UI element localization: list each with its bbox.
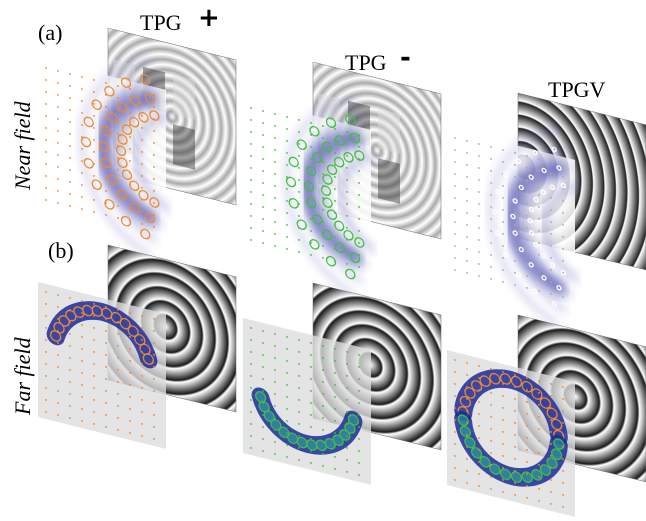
phase-block (378, 158, 400, 203)
panel-label: (a) (38, 20, 62, 45)
phase-block (173, 74, 195, 119)
panel-label: (b) (48, 238, 74, 263)
column-title: TPG (345, 50, 387, 75)
column-sign: - (400, 43, 411, 73)
column-sign: + (198, 3, 220, 33)
phase-block (173, 124, 195, 169)
phase-block (378, 108, 400, 153)
column-title: TPGV (548, 77, 606, 102)
figure: (a) (b) TPG + TPG - TPGV Near field Far … (0, 0, 646, 521)
column-title: TPG (140, 10, 182, 35)
row-label: Far field (10, 336, 35, 416)
row-label: Near field (10, 100, 35, 191)
